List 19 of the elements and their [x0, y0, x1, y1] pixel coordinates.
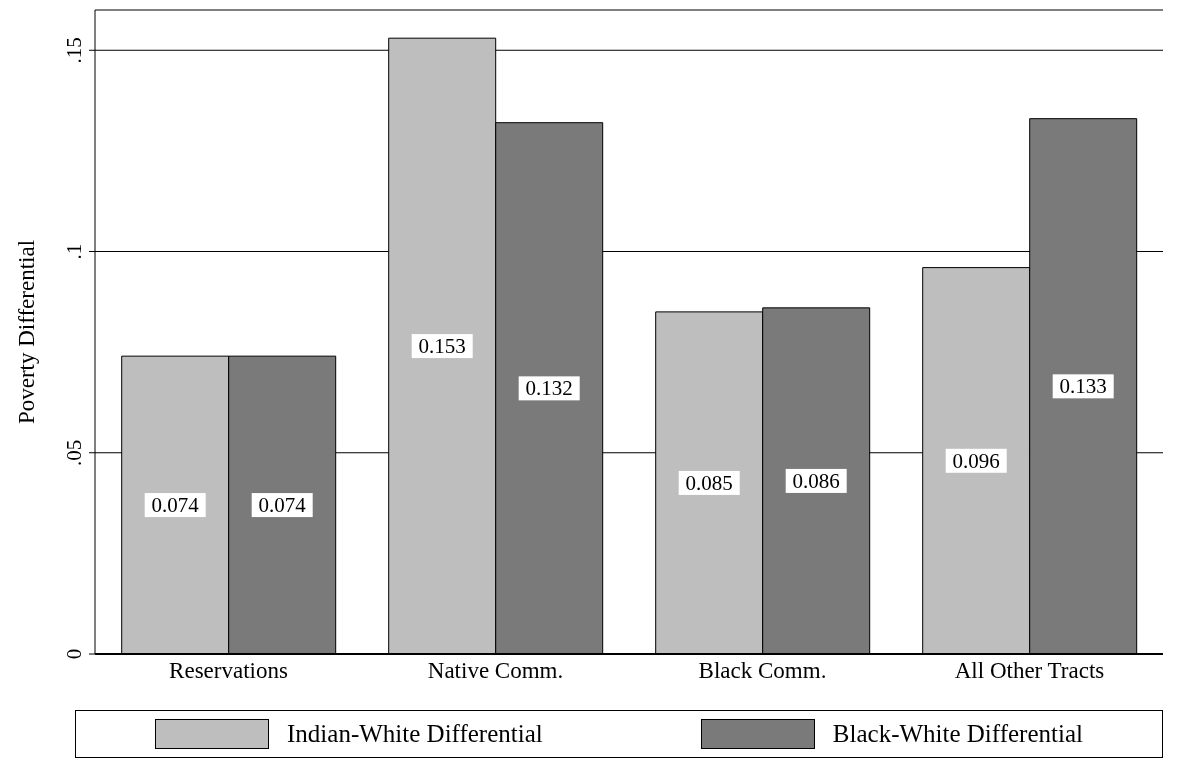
- x-tick-label: All Other Tracts: [954, 658, 1105, 684]
- x-tick-label: Black Comm.: [698, 658, 827, 684]
- y-tick-label: 0: [62, 648, 86, 660]
- data-label: 0.096: [952, 448, 1000, 473]
- data-label: 0.132: [525, 376, 573, 401]
- y-tick-label: .05: [62, 439, 86, 466]
- data-label: 0.085: [685, 470, 733, 495]
- x-tick-label: Reservations: [169, 658, 288, 684]
- legend-label: Black-White Differential: [832, 720, 1083, 748]
- data-label: 0.086: [792, 468, 840, 493]
- data-label: 0.153: [418, 334, 466, 359]
- x-tick-label: Native Comm.: [427, 658, 564, 684]
- y-axis-title: Poverty Differential: [14, 239, 40, 425]
- y-tick-label: .1: [62, 243, 86, 260]
- y-tick-label: .15: [62, 37, 86, 64]
- data-label: 0.074: [151, 493, 200, 518]
- data-label: 0.133: [1059, 374, 1107, 399]
- legend-label: Indian-White Differential: [287, 720, 543, 748]
- data-label: 0.074: [258, 493, 307, 518]
